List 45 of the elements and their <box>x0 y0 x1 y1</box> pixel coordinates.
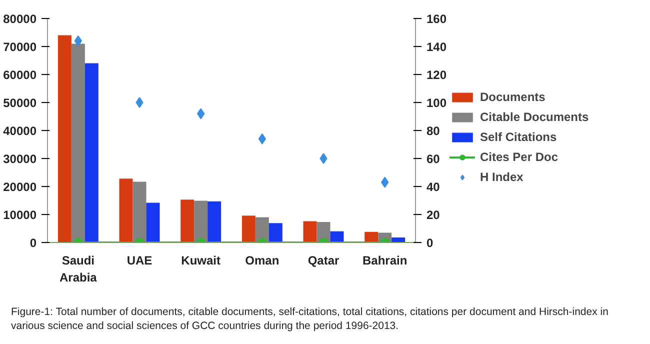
y-tick-label: 80000 <box>3 12 37 26</box>
y2-tick-label: 160 <box>426 12 447 26</box>
bar <box>58 35 72 242</box>
bar <box>242 216 256 242</box>
y-tick-label: 70000 <box>3 40 37 54</box>
y2-tick-label: 80 <box>426 124 440 138</box>
bar <box>71 44 85 242</box>
y2-tick-label: 20 <box>426 208 440 222</box>
y-tick-label: 20000 <box>3 180 37 194</box>
text: Figure-1: Total number of documents, citable documents, self-citations, total citations, citations per document and Hirsch-index in various science and social sciences of GCC countries during the period 1996-2013. <box>11 305 610 334</box>
y2-tick-label: 40 <box>426 180 440 194</box>
bar <box>146 202 160 242</box>
bar <box>303 221 317 242</box>
y2-tick-label: 120 <box>426 68 447 82</box>
x-tick-label: Qatar <box>308 254 340 268</box>
bar <box>255 217 269 242</box>
y2-tick-label: 140 <box>426 40 447 54</box>
legend-label: H Index <box>480 170 524 184</box>
legend-label: Cites Per Doc <box>480 150 558 164</box>
y-tick-label: 50000 <box>3 96 37 110</box>
point <box>320 153 328 164</box>
y-tick-label: 10000 <box>3 208 37 222</box>
y2-tick-label: 100 <box>426 96 447 110</box>
y2-tick-label: 0 <box>426 236 434 250</box>
x-tick-label: Saudi Arabia <box>59 254 98 284</box>
bar <box>119 178 133 242</box>
bar <box>268 223 282 242</box>
y-tick-label: 60000 <box>3 68 37 82</box>
legend-label: Documents <box>480 90 546 104</box>
x-tick-label: Bahrain <box>362 254 408 268</box>
y-tick-label: 40000 <box>3 124 37 138</box>
bar <box>84 63 98 242</box>
x-tick-label: Kuwait <box>181 254 221 268</box>
legend-label: Citable Documents <box>480 110 589 124</box>
y-tick-label: 0 <box>30 236 37 250</box>
point <box>136 97 144 108</box>
bar <box>194 200 208 242</box>
x-tick-label: Oman <box>245 254 280 268</box>
bar <box>180 200 194 242</box>
x-tick-label: UAE <box>126 254 152 268</box>
bar <box>208 201 222 242</box>
y-tick-label: 30000 <box>3 152 37 166</box>
legend-label: Self Citations <box>480 130 557 144</box>
bar <box>132 182 146 242</box>
y2-tick-label: 60 <box>426 152 440 166</box>
